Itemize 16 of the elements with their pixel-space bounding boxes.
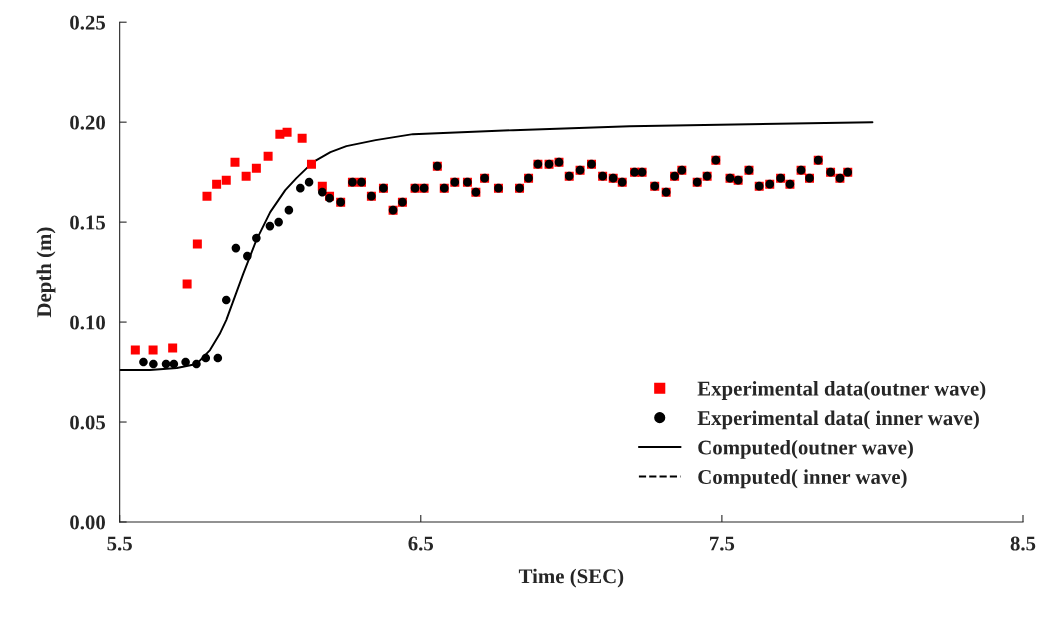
x-tick-label: 8.5 [1010,536,1036,551]
x-tick-label: 7.5 [710,536,735,551]
legend-label: Computed(outner wave) [698,439,913,459]
y-tick-label: 0.10 [70,315,105,330]
y-axis-title: Depth (m) [36,227,56,318]
x-tick-label: 5.5 [107,536,132,551]
y-tick-label: 0.05 [70,415,106,430]
y-tick-label: 0.15 [70,215,106,230]
x-axis-title: Time (SEC) [518,568,624,588]
y-tick-label: 0.00 [70,515,105,530]
legend-label: Experimental data(outner wave) [697,381,986,400]
x-tick-label: 6.5 [408,536,434,551]
legend-label: Computed( inner wave) [698,469,907,489]
legend-label: Experimental data( inner wave) [697,410,979,430]
y-tick-label: 0.20 [70,115,105,130]
y-tick-label: 0.25 [70,15,106,30]
